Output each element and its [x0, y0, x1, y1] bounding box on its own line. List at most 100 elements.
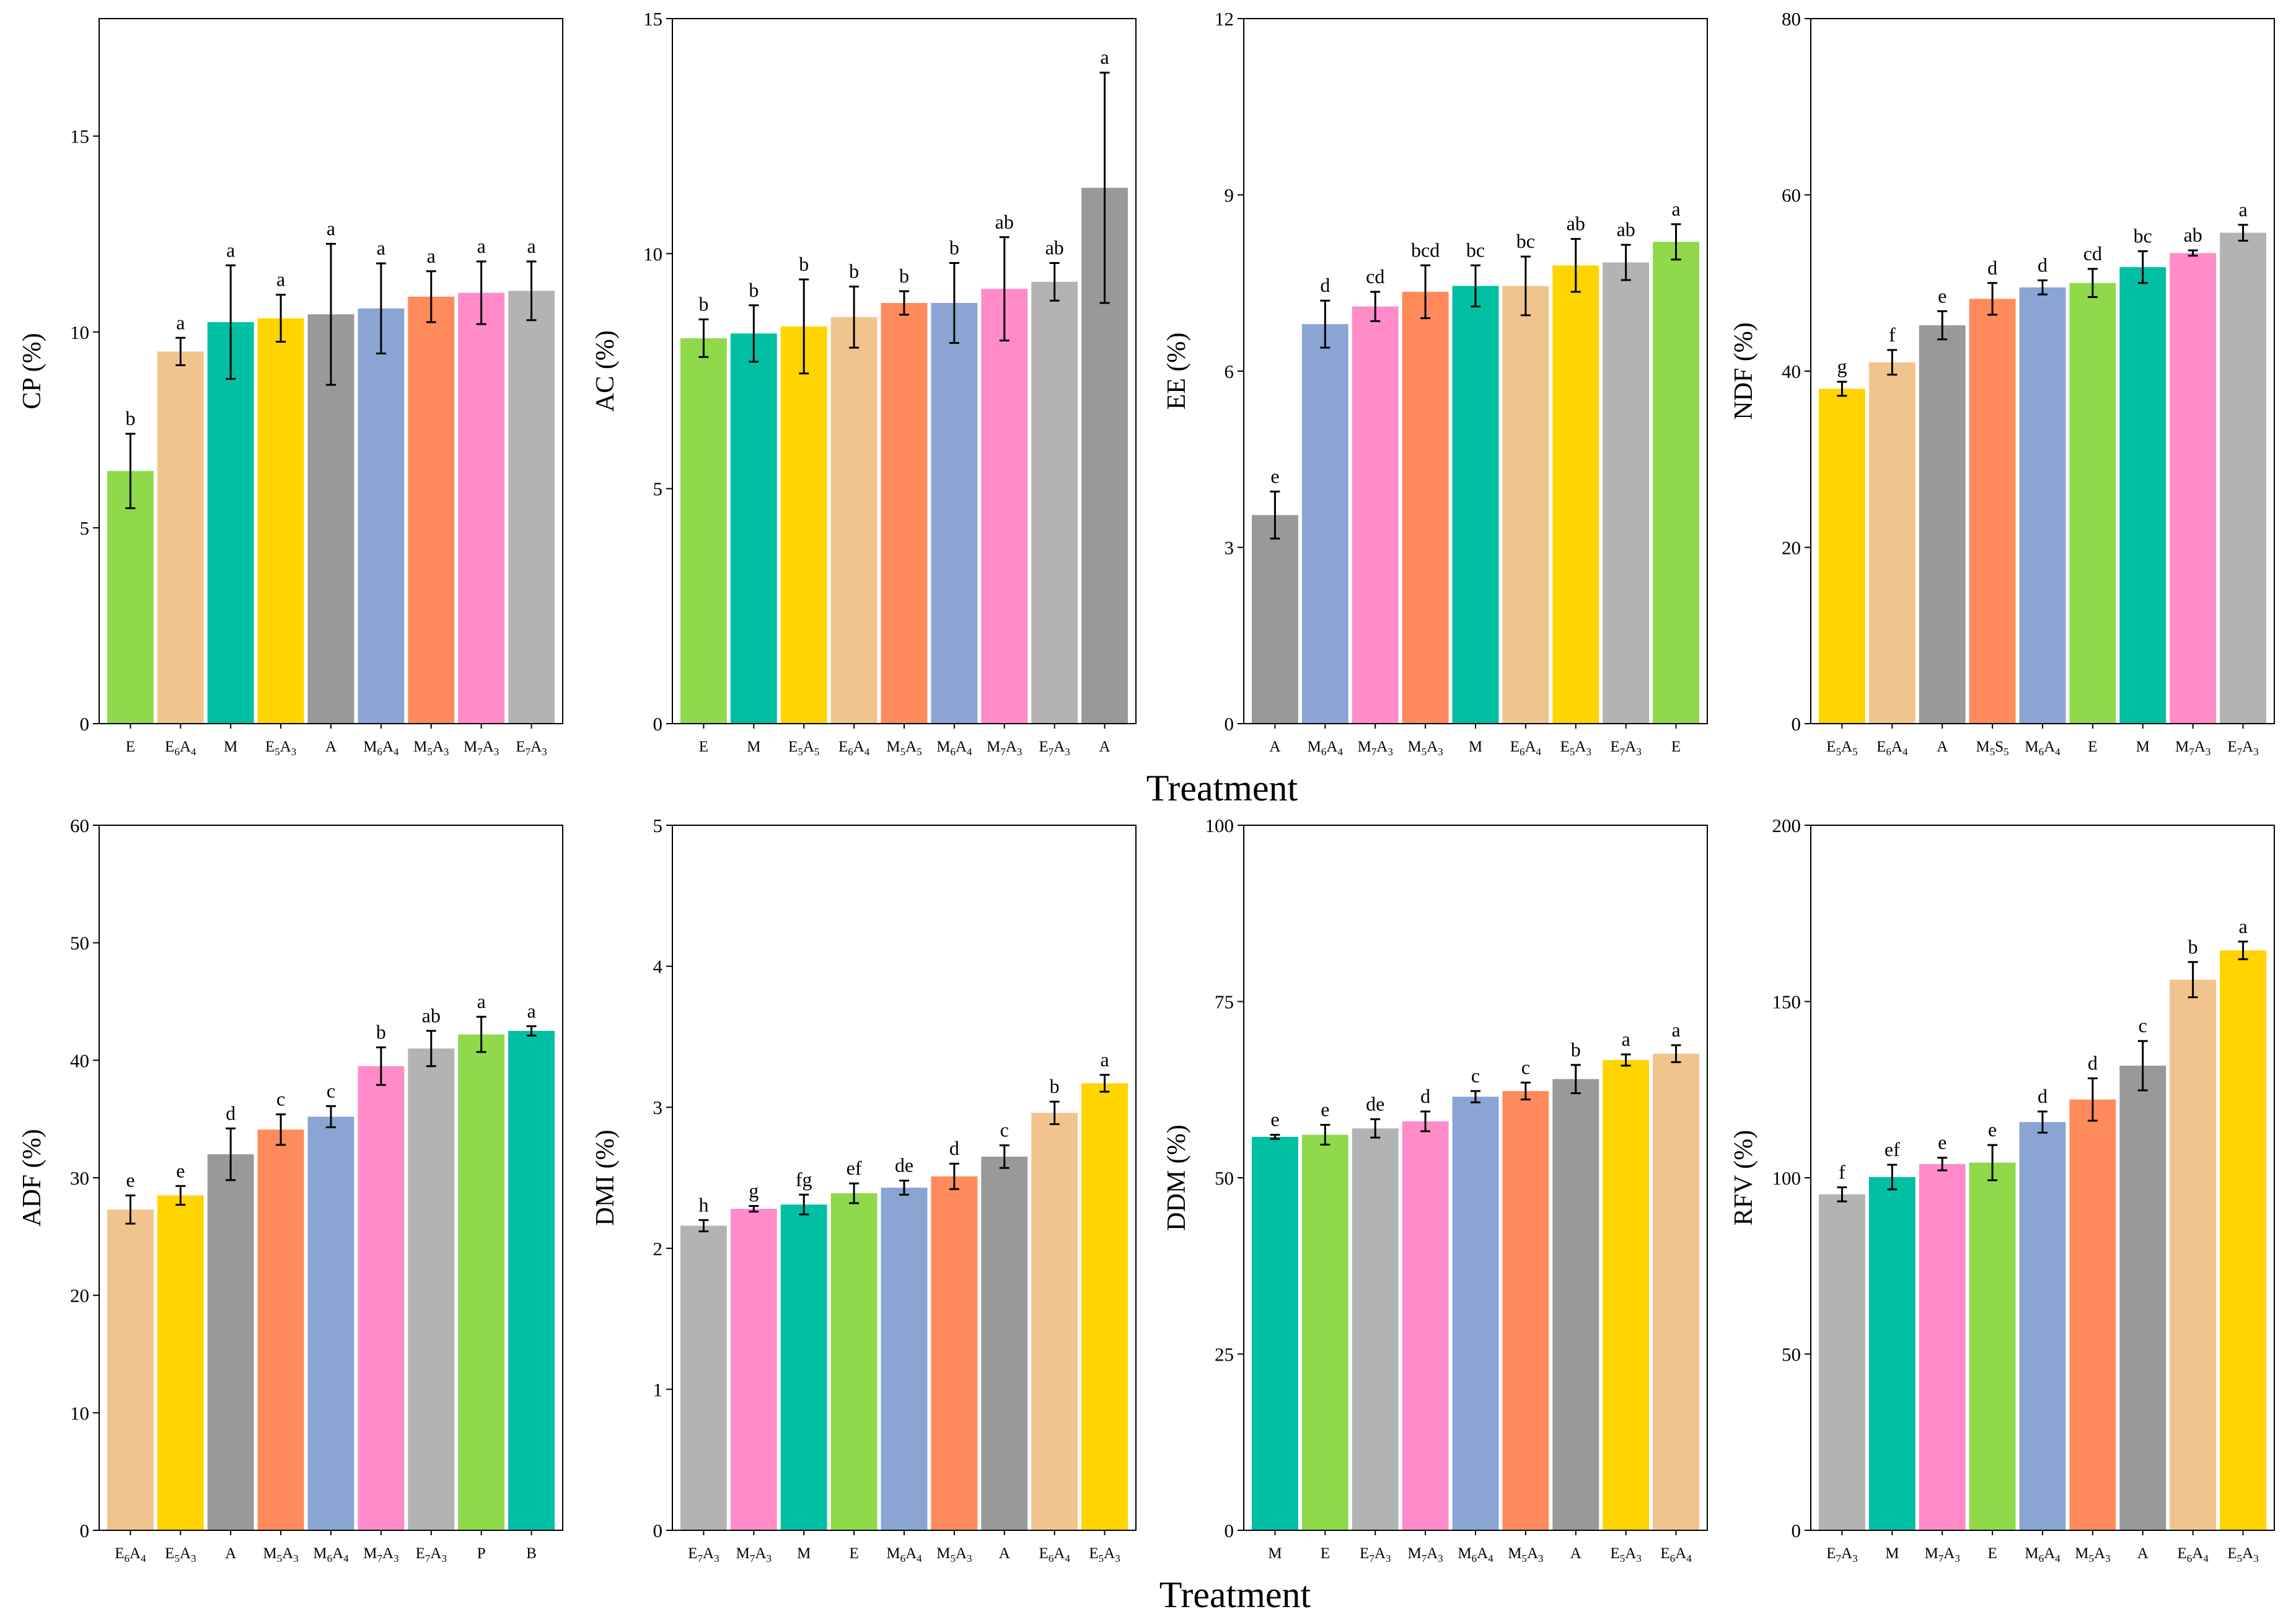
- bar: [2170, 980, 2217, 1530]
- x-tick-letter: A: [1375, 1545, 1386, 1562]
- significance-letter: e: [176, 1159, 185, 1181]
- x-tick-subscript: 6: [1321, 746, 1327, 758]
- significance-letter: a: [427, 245, 436, 267]
- bar: [1552, 265, 1599, 724]
- x-tick-letter: A: [382, 1545, 394, 1562]
- bar: [1502, 286, 1549, 724]
- x-tick-label: M5A3: [263, 1545, 298, 1564]
- significance-letter: b: [949, 237, 959, 259]
- x-tick-subscript: 5: [275, 746, 280, 758]
- x-tick-letter: A: [483, 739, 494, 755]
- error-bar: [2137, 1040, 2148, 1092]
- x-tick-letter: E: [1360, 1545, 1369, 1562]
- error-bar: [1570, 1064, 1581, 1094]
- x-tick-letter: A: [1477, 1545, 1488, 1562]
- x-tick-subscript: 6: [2039, 746, 2044, 758]
- significance-letter: c: [327, 1079, 335, 1102]
- x-tick-subscript: 6: [1520, 746, 1525, 758]
- x-tick-letter: E: [688, 1545, 697, 1562]
- error-bar: [1320, 299, 1331, 349]
- x-tick-label: E7A3: [1360, 1545, 1391, 1564]
- x-tick-letter: E: [1671, 739, 1681, 755]
- x-tick-subscript: 7: [698, 1553, 703, 1564]
- error-bar: [276, 1113, 286, 1146]
- x-tick-letter: M: [1308, 739, 1321, 755]
- error-bar: [476, 1015, 486, 1053]
- bar: [157, 1195, 204, 1530]
- x-tick-label: M6A4: [363, 739, 399, 758]
- bar: [1653, 1053, 1699, 1530]
- y-tick-label: 5: [653, 815, 663, 836]
- y-axis-label: CP (%): [18, 333, 46, 409]
- x-tick-letter: A: [1269, 739, 1280, 755]
- panel-ee: eAdM6A4cdM7A3bcdM5A3bcMbcE6A4abE5A3abE7A…: [1163, 8, 1708, 758]
- x-tick-subscript: 5: [798, 746, 803, 758]
- x-tick-subscript: 3: [2253, 746, 2259, 758]
- x-tick-label: E6A4: [115, 1545, 146, 1564]
- x-tick-subscript: 5: [917, 746, 922, 758]
- error-bar: [1570, 238, 1581, 293]
- bar: [1452, 286, 1499, 724]
- x-tick-label: E6A4: [1039, 1545, 1070, 1564]
- x-tick-letter: A: [2094, 1545, 2105, 1562]
- x-tick-label: E7A3: [1039, 739, 1070, 758]
- x-tick-label: E5A3: [1089, 1545, 1120, 1564]
- x-tick-letter: E: [1510, 739, 1520, 755]
- error-bar: [1671, 223, 1681, 261]
- x-tick-letter: A: [999, 1545, 1010, 1562]
- bar: [881, 1187, 928, 1530]
- x-tick-letter: A: [1891, 739, 1902, 755]
- x-tick-subscript: 3: [1065, 746, 1070, 758]
- x-tick-letter: A: [180, 739, 191, 755]
- significance-letter: a: [1671, 1019, 1680, 1041]
- x-tick-label: B: [526, 1545, 537, 1562]
- x-tick-label: E5A3: [1610, 1545, 1641, 1564]
- x-tick-label: M6A4: [2025, 739, 2061, 758]
- error-bar: [1520, 1081, 1531, 1101]
- x-tick-label: E6A4: [2177, 1545, 2209, 1564]
- bar: [1603, 1059, 1650, 1530]
- x-tick-subscript: 4: [1065, 1553, 1070, 1564]
- x-tick-letter: A: [1570, 1545, 1581, 1562]
- error-bar: [226, 264, 236, 380]
- x-tick-letter: A: [1053, 1545, 1065, 1562]
- x-tick-label: M5A5: [886, 739, 921, 758]
- x-tick-letter: E: [699, 739, 708, 755]
- error-bar: [1049, 262, 1060, 302]
- panel-dmi: hE7A3gM7A3fgMefEdeM6A4dM5A3cAbE6A4aE5A30…: [591, 815, 1137, 1564]
- x-tick-subscript: 6: [125, 1553, 130, 1564]
- bar: [830, 317, 877, 724]
- error-bar: [949, 1162, 959, 1190]
- x-tick-subscript: 4: [967, 746, 972, 758]
- x-tick-subscript: 6: [1670, 1553, 1676, 1564]
- error-bar: [326, 1105, 336, 1128]
- y-tick-label: 1: [653, 1379, 663, 1400]
- error-bar: [698, 318, 709, 358]
- x-tick-letter: A: [1524, 739, 1536, 755]
- x-tick-letter: A: [1376, 739, 1388, 755]
- x-tick-subscript: 5: [1990, 746, 1995, 758]
- x-tick-letter: A: [755, 1545, 766, 1562]
- x-tick-letter: E: [126, 739, 135, 755]
- significance-letter: b: [1571, 1038, 1581, 1061]
- bar: [780, 1204, 827, 1530]
- significance-letter: d: [2038, 1085, 2047, 1107]
- x-tick-letter: A: [2137, 1545, 2149, 1562]
- significance-letter: ab: [995, 211, 1014, 233]
- x-tick-subscript: 3: [1017, 746, 1023, 758]
- panel-ac: bEbMbE5A5bE6A4bM5A5bM6A4abM7A3abE7A3aA05…: [591, 8, 1137, 758]
- x-tick-subscript: 7: [2189, 746, 2194, 758]
- x-tick-subscript: 5: [2088, 1553, 2094, 1564]
- x-tick-subscript: 4: [1536, 746, 1542, 758]
- x-tick-letter: M: [413, 739, 427, 755]
- x-tick-subscript: 7: [1422, 1553, 1427, 1564]
- plot-frame: [1243, 18, 1708, 724]
- x-tick-letter: E: [849, 1545, 858, 1562]
- x-tick-letter: A: [282, 1545, 293, 1562]
- x-tick-label: M5A3: [2075, 1545, 2110, 1564]
- x-tick-letter: A: [703, 1545, 714, 1562]
- x-tick-letter: B: [526, 1545, 537, 1562]
- x-tick-letter: M: [936, 1545, 950, 1562]
- bar: [257, 1129, 304, 1530]
- panels-group: bEaE6A4aMaE5A3aAaM6A4aM5A3aM7A3aE7A30510…: [18, 8, 2275, 1564]
